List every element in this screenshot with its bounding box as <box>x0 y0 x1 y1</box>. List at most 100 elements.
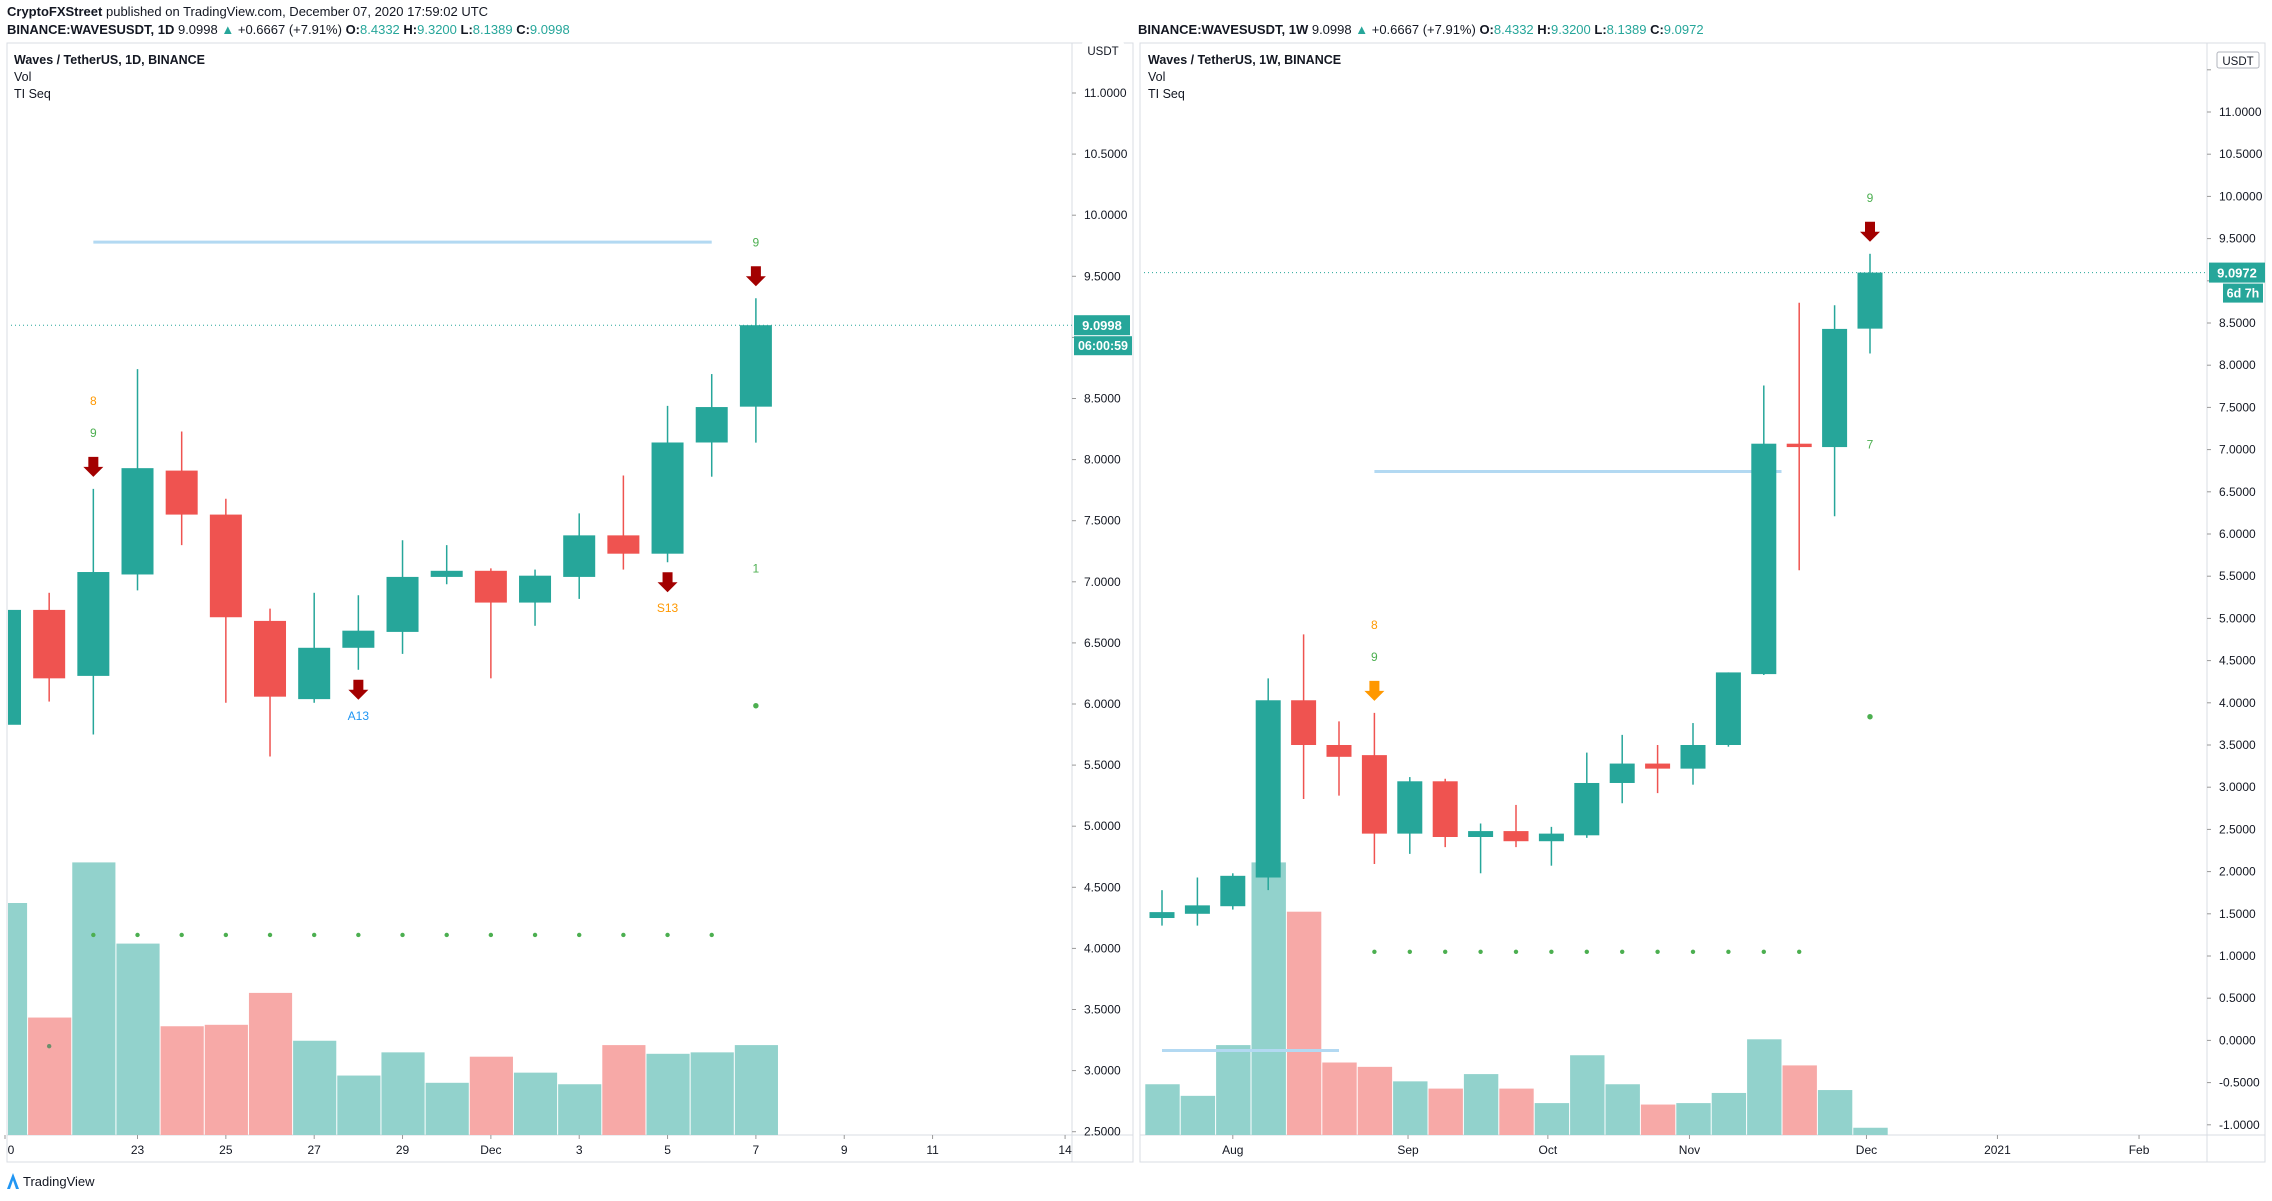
high-value: 9.3200 <box>1551 22 1591 37</box>
td-sequential-label: 9 <box>1867 191 1874 205</box>
price-tick-label: 3.5000 <box>1084 1003 1121 1017</box>
candle-body <box>1715 672 1741 745</box>
time-tick-label: 14 <box>1058 1143 1072 1157</box>
td-support-dot <box>400 932 405 938</box>
close-value: 9.0998 <box>529 22 570 37</box>
td-support-dot <box>1478 949 1483 954</box>
candle-body <box>33 609 66 679</box>
candle-body <box>474 570 507 603</box>
candle-body <box>1857 272 1883 329</box>
last-price-label-box <box>1074 315 1130 336</box>
price-tick-label: 1.5000 <box>2219 907 2256 921</box>
price-tick-label: -0.5000 <box>2219 1076 2260 1090</box>
tradingview-logo-icon <box>7 1173 19 1189</box>
td-sequential-label: • <box>752 696 759 718</box>
volume-bar <box>1534 1103 1570 1135</box>
price-tick-label: 4.0000 <box>1084 941 1121 955</box>
candle-body <box>342 630 375 648</box>
open-value: 8.4332 <box>1493 22 1534 37</box>
td-support-dot <box>1443 949 1448 954</box>
candle-body <box>1220 875 1246 907</box>
time-tick-label: Sep <box>1397 1143 1419 1157</box>
price-tick-label: 11.0000 <box>2219 105 2262 119</box>
price-tick-label: 11.0000 <box>1084 86 1127 100</box>
currency-label: USDT <box>2222 56 2253 68</box>
countdown-label: 06:00:59 <box>1078 339 1128 353</box>
volume-bar <box>248 992 293 1135</box>
chart-panel[interactable] <box>6 42 1134 1163</box>
time-tick-label: 7 <box>753 1143 760 1157</box>
volume-bar <box>293 1040 337 1135</box>
candle-body <box>1822 328 1848 448</box>
change: +0.6667 (+7.91%) <box>237 22 342 37</box>
legend-ti-seq[interactable]: TI Seq <box>1148 87 1185 101</box>
volume-bar <box>204 1024 248 1135</box>
price-tick-label: 5.5000 <box>1084 758 1121 772</box>
td-support-dot <box>1797 949 1802 954</box>
td-support-dot <box>1655 949 1660 954</box>
candle-body <box>1645 763 1671 769</box>
volume-bar <box>558 1084 602 1135</box>
volume-bar <box>425 1082 469 1135</box>
currency-box <box>1082 42 1124 58</box>
td-support-dot <box>91 932 96 938</box>
time-tick-label: 23 <box>131 1143 145 1157</box>
down-arrow-icon <box>1860 221 1880 242</box>
open-value: 8.4332 <box>360 22 400 37</box>
td-support-dot <box>1726 949 1731 954</box>
volume-bar <box>469 1056 513 1135</box>
last-price-label: 9.0972 <box>2217 266 2257 281</box>
price-tick-label: 6.0000 <box>2219 527 2256 541</box>
volume-bar <box>1605 1084 1640 1135</box>
price-tick-label: 5.0000 <box>2219 611 2256 625</box>
td-sequential-label: 9 <box>753 235 760 249</box>
candle-body <box>1361 755 1387 834</box>
logo-text: TradingView <box>23 1173 95 1189</box>
td-support-dot <box>46 1043 52 1049</box>
price-tick-label: 10.5000 <box>2219 147 2263 161</box>
volume-bar <box>1428 1088 1463 1135</box>
volume-bar <box>1180 1095 1216 1135</box>
price-tick-label: 3.0000 <box>1084 1064 1121 1078</box>
currency-box <box>2216 51 2260 69</box>
candle-body <box>739 325 772 407</box>
last-price: 9.0998 <box>1311 22 1352 37</box>
price-tick-label: 1.0000 <box>2219 949 2256 963</box>
left-ticker-line: BINANCE:WAVESUSDT, 1D 9.0998 ▲ +0.6667 (… <box>7 22 570 37</box>
td-support-dot <box>488 932 494 938</box>
low-value: 8.1389 <box>1606 22 1647 37</box>
price-tick-label: 2.5000 <box>2219 822 2256 836</box>
price-tick-label: 10.0000 <box>2219 189 2263 203</box>
legend-vol[interactable]: Vol <box>1148 70 1166 84</box>
td-sequential-label: S13 <box>657 601 679 615</box>
chart-panel[interactable] <box>1139 42 2266 1163</box>
candle-body <box>8 609 21 725</box>
down-arrow-icon <box>657 572 678 593</box>
volume-bar <box>1711 1092 1747 1135</box>
volume-bar <box>734 1045 778 1135</box>
candle-body <box>165 470 198 515</box>
price-tick-label: 8.0000 <box>2219 358 2256 372</box>
price-tick-label: 6.5000 <box>2219 485 2256 499</box>
price-tick-label: 10.0000 <box>1084 208 1128 222</box>
legend-vol[interactable]: Vol <box>14 70 32 84</box>
low-value: 8.1389 <box>472 22 513 37</box>
candle-body <box>254 620 287 697</box>
time-tick-label: 5 <box>664 1143 671 1157</box>
td-support-dot <box>267 932 273 938</box>
volume-bar <box>1286 911 1322 1135</box>
time-tick-label: 2021 <box>1984 1143 2011 1157</box>
legend-title: Waves / TetherUS, 1D, BINANCE <box>14 53 206 67</box>
author[interactable]: CryptoFXStreet <box>7 4 103 19</box>
tradingview-logo[interactable]: TradingView <box>7 1173 95 1189</box>
td-support-dot <box>621 932 626 938</box>
volume-bar <box>8 903 28 1135</box>
plot-area: 8 9 A13 S13 9 1 • <box>8 235 1072 1135</box>
last-price: 9.0998 <box>177 22 218 37</box>
volume-bar <box>28 1017 72 1135</box>
candle-body <box>1538 833 1564 842</box>
price-tick-label: 7.0000 <box>2219 443 2256 457</box>
legend-ti-seq[interactable]: TI Seq <box>14 87 51 101</box>
down-arrow-icon <box>348 679 369 700</box>
